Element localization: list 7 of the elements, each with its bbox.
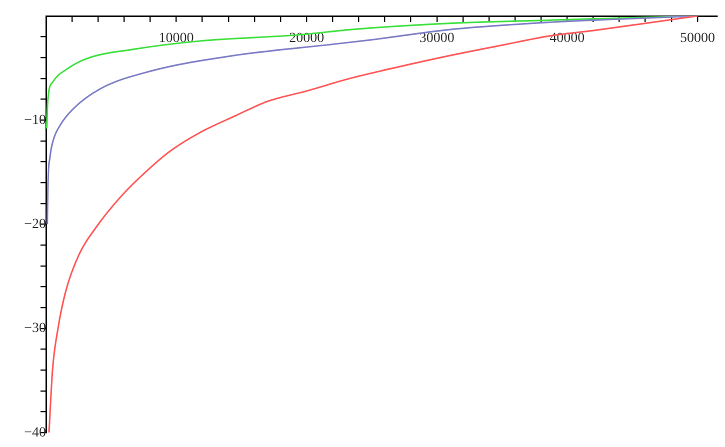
y-tick-label: −20 — [24, 216, 46, 232]
x-tick-label: 50000 — [680, 31, 715, 46]
x-tick-label: 10000 — [158, 31, 194, 46]
y-tick-label: −40 — [24, 425, 46, 440]
y-tick-label: −10 — [24, 112, 46, 128]
y-tick-label: −30 — [24, 321, 46, 336]
x-tick-label: 30000 — [419, 31, 454, 46]
